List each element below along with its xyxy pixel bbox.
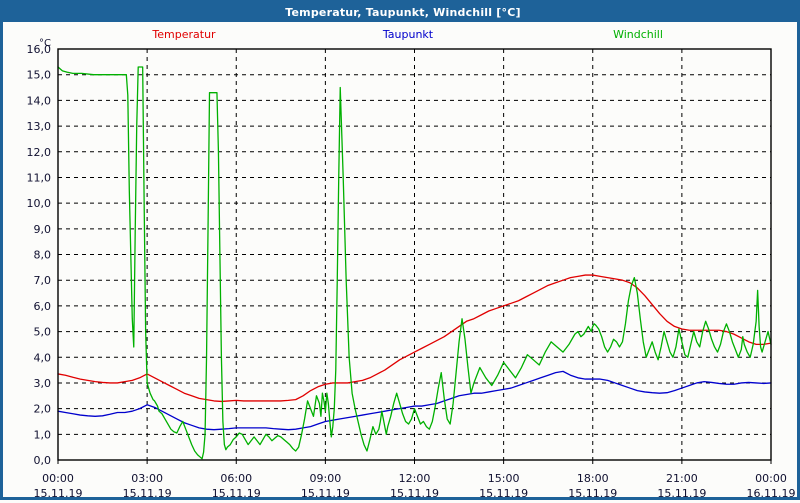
x-tick-date-label: 15.11.19	[390, 487, 439, 500]
y-tick-label: 4,0	[34, 351, 52, 364]
y-axis-tick-labels: 0,0 1,0 2,0 3,0 4,0 5,0 6,0 7,0 8,0 9,0 10,0 11,0 12…	[27, 43, 52, 467]
x-tick-date-label: 15.11.19	[212, 487, 261, 500]
x-tick-date-label: 15.11.19	[301, 487, 350, 500]
legend-label-temperatur: Temperatur	[152, 28, 216, 41]
x-tick-time-label: 06:00	[220, 472, 252, 485]
y-tick-label: 6,0	[34, 300, 52, 313]
x-tick-date-label: 15.11.19	[123, 487, 172, 500]
series-line-temperatur	[57, 274, 772, 403]
x-tick-time-label: 18:00	[577, 472, 609, 485]
y-tick-label: 10,0	[27, 197, 52, 210]
y-axis-unit-label: °C	[39, 38, 51, 49]
y-tick-label: 1,0	[34, 428, 52, 441]
x-tick-date-label: 15.11.19	[34, 487, 83, 500]
window-title: Temperatur, Taupunkt, Windchill [°C]	[285, 6, 521, 19]
axis-frame	[57, 48, 772, 464]
y-tick-label: 2,0	[34, 403, 52, 416]
x-axis-tick-labels: 00:00 15.11.19 03:00 15.11.19 06:00 15.11.19 0…	[34, 472, 796, 500]
x-tick-time-label: 12:00	[399, 472, 431, 485]
y-tick-label: 8,0	[34, 249, 52, 262]
x-tick-date-label: 16.11.19	[747, 487, 796, 500]
x-tick-date-label: 15.11.19	[568, 487, 617, 500]
x-tick-time-label: 15:00	[488, 472, 520, 485]
legend-item-taupunkt: Taupunkt	[313, 28, 503, 42]
gridlines	[58, 48, 771, 460]
x-tick-time-label: 09:00	[310, 472, 342, 485]
legend-label-windchill: Windchill	[613, 28, 663, 41]
chart-plot-area: 0,0 1,0 2,0 3,0 4,0 5,0 6,0 7,0 8,0 9,0 10,0 11,0 12…	[27, 38, 796, 500]
series-line-taupunkt	[57, 370, 772, 431]
y-tick-label: 12,0	[27, 146, 52, 159]
y-tick-label: 14,0	[27, 94, 52, 107]
legend-item-windchill: Windchill	[543, 28, 733, 42]
y-tick-label: 5,0	[34, 326, 52, 339]
series-line-windchill	[57, 66, 772, 460]
window-title-bar: Temperatur, Taupunkt, Windchill [°C]	[3, 3, 800, 22]
y-tick-label: 7,0	[34, 274, 52, 287]
x-tick-date-label: 15.11.19	[657, 487, 706, 500]
y-tick-label: 15,0	[27, 69, 52, 82]
legend-item-temperatur: Temperatur	[89, 28, 279, 42]
y-tick-label: 9,0	[34, 223, 52, 236]
legend-label-taupunkt: Taupunkt	[382, 28, 434, 41]
x-tick-time-label: 03:00	[131, 472, 163, 485]
x-tick-time-label: 21:00	[666, 472, 698, 485]
y-tick-label: 3,0	[34, 377, 52, 390]
y-tick-label: 11,0	[27, 171, 52, 184]
y-tick-label: 16,0	[27, 43, 52, 56]
y-tick-label: 13,0	[27, 120, 52, 133]
x-tick-time-label: 00:00	[42, 472, 74, 485]
data-series-group	[57, 66, 772, 460]
y-tick-label: 0,0	[34, 454, 52, 467]
x-tick-time-label: 00:00	[755, 472, 787, 485]
x-tick-date-label: 15.11.19	[479, 487, 528, 500]
